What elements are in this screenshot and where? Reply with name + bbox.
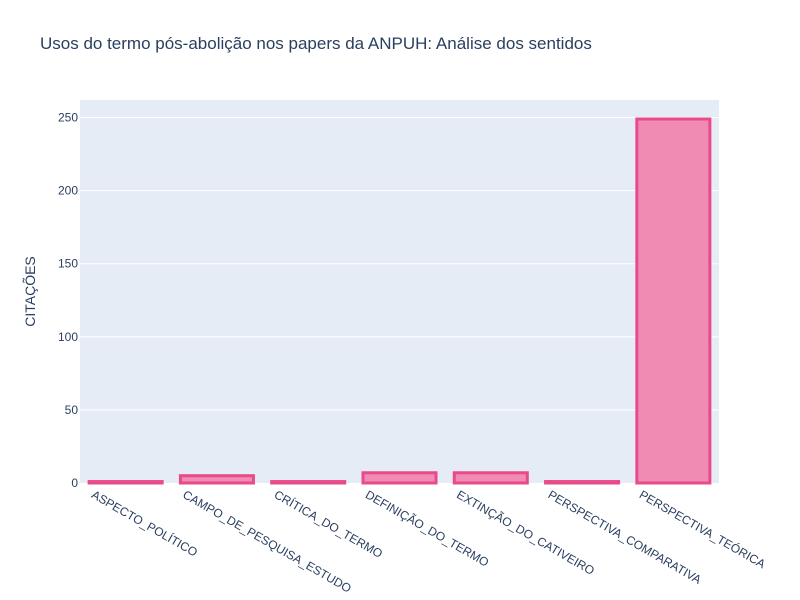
bar[interactable] — [270, 480, 347, 485]
y-tick-label: 150 — [58, 257, 78, 271]
bar[interactable] — [635, 117, 712, 485]
gridlines — [80, 117, 719, 411]
chart-title: Usos do termo pós-abolição nos papers da… — [40, 34, 592, 53]
x-axis-ticks: ASPECTO_POLÍTICOCAMPO_DE_PESQUISA_ESTUDO… — [89, 487, 768, 596]
bar[interactable] — [178, 474, 255, 485]
bar[interactable] — [361, 471, 438, 485]
plot-background — [80, 100, 719, 483]
y-tick-label: 100 — [58, 330, 78, 344]
bar[interactable] — [87, 480, 164, 485]
y-tick-label: 200 — [58, 184, 78, 198]
bar[interactable] — [544, 480, 621, 485]
y-tick-label: 0 — [71, 476, 78, 490]
bars — [87, 117, 712, 485]
y-axis-ticks: 0 50 100 150 200 250 — [58, 111, 78, 490]
bar[interactable] — [452, 471, 529, 485]
y-tick-label: 50 — [65, 403, 79, 417]
x-tick-label: PERSPECTIVA_COMPARATIVA — [546, 487, 704, 586]
y-axis-title: CITAÇÕES — [22, 256, 38, 327]
x-tick-label: CAMPO_DE_PESQUISA_ESTUDO — [180, 487, 353, 595]
y-tick-label: 250 — [58, 111, 78, 125]
